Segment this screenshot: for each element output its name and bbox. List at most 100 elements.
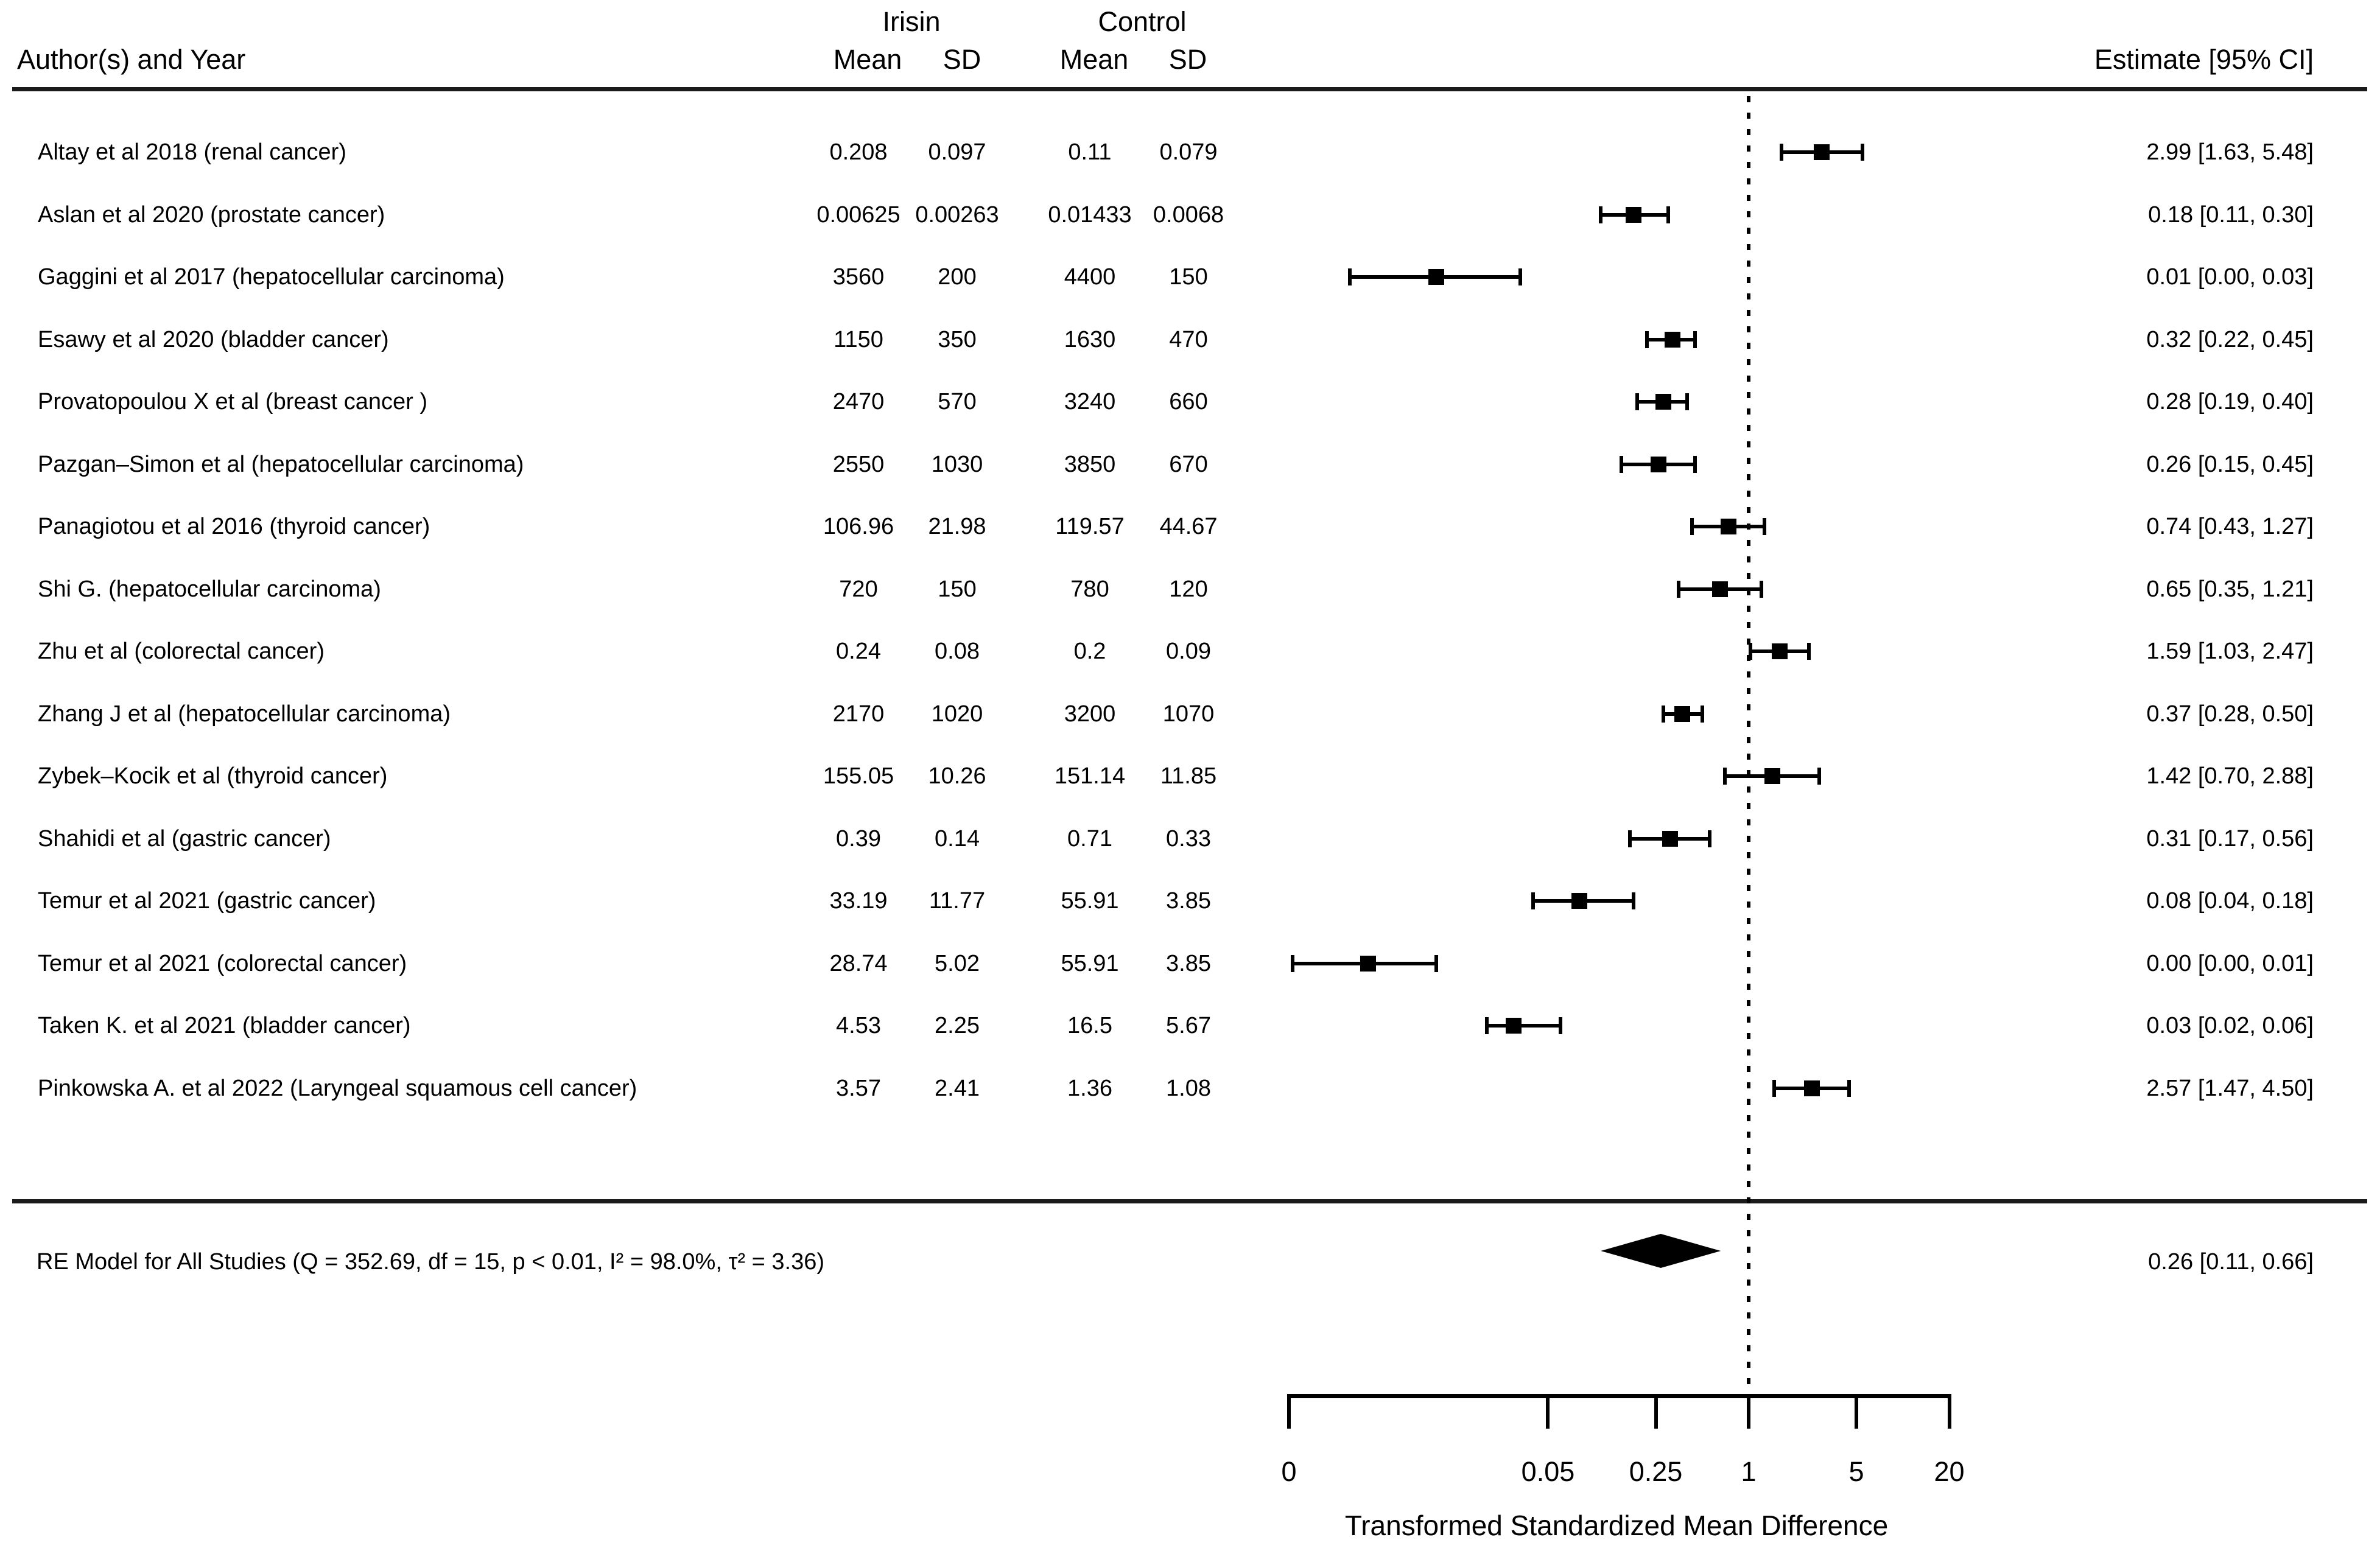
irisin-mean-value: 155.05 bbox=[823, 763, 894, 789]
control-mean-value: 16.5 bbox=[1067, 1013, 1112, 1038]
irisin-sd-value: 1020 bbox=[931, 701, 983, 727]
control-mean-value: 0.01433 bbox=[1048, 201, 1132, 228]
study-label: Gaggini et al 2017 (hepatocellular carci… bbox=[38, 264, 505, 290]
x-axis-title: Transformed Standardized Mean Difference bbox=[1344, 1510, 1889, 1541]
ci-cap-low bbox=[1661, 705, 1665, 723]
point-estimate-marker bbox=[1674, 705, 1690, 722]
ci-cap-low bbox=[1635, 393, 1640, 410]
axis-tick-label: 20 bbox=[1934, 1456, 1965, 1487]
irisin-sd-value: 150 bbox=[938, 576, 977, 602]
ci-cap-high bbox=[1693, 455, 1697, 473]
control-sd-value: 660 bbox=[1169, 389, 1208, 415]
group1-mean-header: Mean bbox=[833, 44, 902, 75]
irisin-sd-value: 570 bbox=[938, 389, 977, 415]
control-mean-value: 55.91 bbox=[1061, 950, 1119, 976]
point-estimate-marker bbox=[1803, 1080, 1820, 1096]
point-estimate-marker bbox=[1662, 830, 1679, 847]
irisin-sd-value: 21.98 bbox=[928, 514, 986, 539]
estimate-text: 0.74 [0.43, 1.27] bbox=[2146, 514, 2314, 539]
irisin-mean-value: 2470 bbox=[832, 389, 885, 415]
irisin-mean-value: 0.00625 bbox=[816, 201, 900, 228]
group2-mean-header: Mean bbox=[1059, 44, 1129, 75]
estimate-text: 0.26 [0.15, 0.45] bbox=[2146, 451, 2314, 477]
irisin-mean-value: 4.53 bbox=[836, 1013, 881, 1038]
irisin-sd-value: 11.77 bbox=[928, 888, 986, 914]
irisin-mean-value: 3560 bbox=[832, 264, 885, 290]
ci-cap-high bbox=[1685, 393, 1690, 410]
control-mean-value: 0.11 bbox=[1068, 139, 1112, 165]
axis-tick-label: 0 bbox=[1281, 1456, 1297, 1487]
irisin-sd-value: 0.14 bbox=[935, 825, 980, 852]
irisin-sd-value: 5.02 bbox=[935, 950, 980, 976]
axis-tick-mark bbox=[1855, 1394, 1859, 1429]
control-mean-value: 3850 bbox=[1064, 451, 1116, 477]
estimate-column-header: Estimate [95% CI] bbox=[2094, 44, 2314, 75]
irisin-sd-value: 200 bbox=[938, 264, 977, 290]
axis-tick-label: 5 bbox=[1848, 1456, 1864, 1487]
irisin-mean-value: 1150 bbox=[834, 326, 883, 352]
control-sd-value: 44.67 bbox=[1159, 514, 1218, 539]
axis-tick-label: 1 bbox=[1741, 1456, 1757, 1487]
control-sd-value: 0.0068 bbox=[1153, 201, 1224, 228]
axis-tick-label: 0.05 bbox=[1521, 1456, 1575, 1487]
ci-cap-low bbox=[1676, 580, 1680, 598]
irisin-sd-value: 1030 bbox=[931, 451, 983, 477]
ci-cap-high bbox=[1693, 331, 1697, 348]
control-sd-value: 3.85 bbox=[1166, 950, 1211, 976]
ci-cap-high bbox=[1708, 830, 1712, 847]
study-label: Taken K. et al 2021 (bladder cancer) bbox=[38, 1013, 411, 1038]
ci-cap-low bbox=[1290, 954, 1294, 972]
ci-cap-low bbox=[1620, 455, 1624, 473]
control-mean-value: 1630 bbox=[1064, 326, 1116, 352]
control-mean-value: 1.36 bbox=[1067, 1075, 1112, 1101]
irisin-sd-value: 350 bbox=[938, 326, 977, 352]
study-label: Shi G. (hepatocellular carcinoma) bbox=[38, 576, 381, 602]
point-estimate-marker bbox=[1650, 456, 1666, 472]
group2-header: Control bbox=[1098, 6, 1187, 37]
point-estimate-marker bbox=[1428, 269, 1444, 285]
irisin-mean-value: 33.19 bbox=[829, 888, 888, 914]
irisin-mean-value: 0.39 bbox=[836, 825, 881, 852]
control-mean-value: 0.71 bbox=[1067, 825, 1112, 852]
study-label: Zybek–Kocik et al (thyroid cancer) bbox=[38, 763, 388, 789]
control-sd-value: 150 bbox=[1169, 264, 1208, 290]
irisin-sd-value: 10.26 bbox=[928, 763, 986, 789]
ci-cap-high bbox=[1817, 768, 1822, 785]
axis-tick-mark bbox=[1947, 1394, 1951, 1429]
study-label: Panagiotou et al 2016 (thyroid cancer) bbox=[38, 514, 430, 539]
irisin-mean-value: 3.57 bbox=[836, 1075, 881, 1101]
ci-cap-low bbox=[1645, 331, 1649, 348]
point-estimate-marker bbox=[1571, 893, 1588, 909]
group2-sd-header: SD bbox=[1168, 44, 1207, 75]
point-estimate-marker bbox=[1506, 1018, 1522, 1034]
x-axis-line bbox=[1287, 1394, 1951, 1398]
estimate-text: 1.42 [0.70, 2.88] bbox=[2146, 763, 2314, 789]
ci-whisker bbox=[1486, 1024, 1560, 1028]
estimate-text: 1.59 [1.03, 2.47] bbox=[2146, 639, 2314, 664]
irisin-sd-value: 0.08 bbox=[935, 639, 980, 664]
point-estimate-marker bbox=[1764, 768, 1780, 784]
point-estimate-marker bbox=[1720, 519, 1736, 534]
reference-line bbox=[1747, 96, 1750, 1394]
estimate-text: 0.28 [0.19, 0.40] bbox=[2146, 389, 2314, 415]
summary-estimate-text: 0.26 [0.11, 0.66] bbox=[2148, 1249, 2314, 1275]
axis-tick-mark bbox=[1287, 1394, 1291, 1429]
study-label: Provatopoulou X et al (breast cancer ) bbox=[38, 389, 428, 415]
ci-cap-low bbox=[1690, 518, 1694, 535]
estimate-text: 0.03 [0.02, 0.06] bbox=[2146, 1013, 2314, 1038]
point-estimate-marker bbox=[1772, 643, 1788, 659]
ci-cap-low bbox=[1484, 1017, 1489, 1034]
control-mean-value: 55.91 bbox=[1061, 888, 1119, 914]
top-rule bbox=[12, 87, 2367, 91]
control-mean-value: 119.57 bbox=[1055, 514, 1125, 539]
irisin-sd-value: 2.41 bbox=[935, 1075, 980, 1101]
study-label: Zhu et al (colorectal cancer) bbox=[38, 639, 325, 664]
control-sd-value: 470 bbox=[1169, 326, 1208, 352]
estimate-text: 2.99 [1.63, 5.48] bbox=[2146, 139, 2314, 165]
ci-cap-low bbox=[1749, 643, 1753, 660]
control-mean-value: 4400 bbox=[1064, 264, 1116, 290]
irisin-mean-value: 2550 bbox=[832, 451, 885, 477]
axis-tick-mark bbox=[1747, 1394, 1750, 1429]
irisin-mean-value: 720 bbox=[839, 576, 878, 602]
ci-cap-low bbox=[1772, 1079, 1777, 1097]
